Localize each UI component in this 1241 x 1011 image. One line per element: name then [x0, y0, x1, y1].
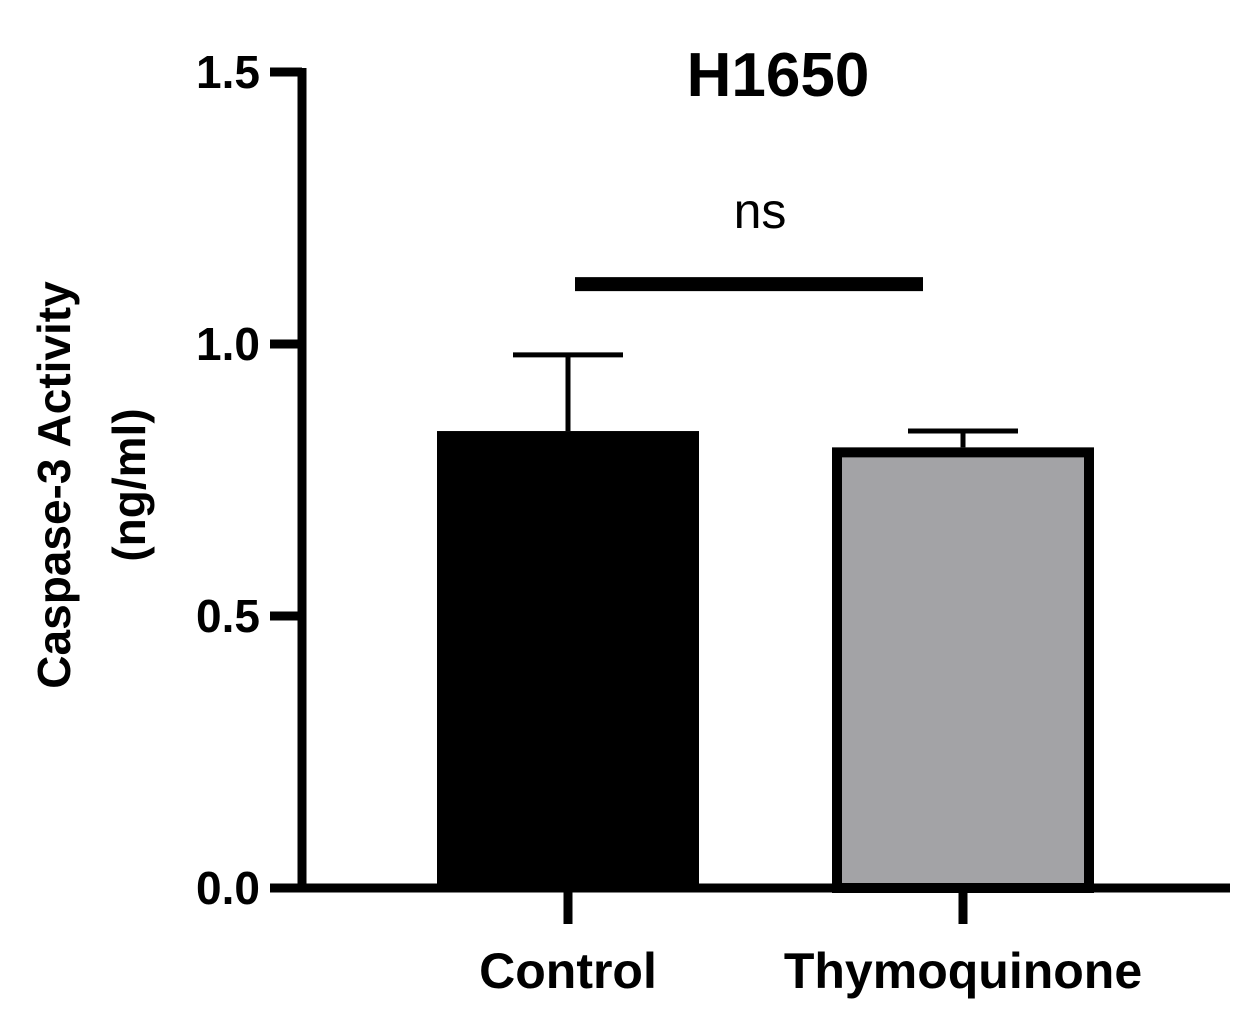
- y-tick-label: 1.5: [196, 46, 260, 98]
- axes-group: 0.0 0.5 1.0 1.5 Control Thymoquinone: [196, 46, 1230, 999]
- y-axis-label-line1: Caspase-3 Activity: [28, 281, 80, 689]
- y-tick-label: 1.0: [196, 318, 260, 370]
- bar-control: [437, 431, 699, 888]
- significance-annotation: ns: [575, 183, 923, 292]
- bar-thymoquinone: [832, 447, 1094, 893]
- significance-label: ns: [734, 183, 787, 239]
- x-tick-label-control: Control: [479, 943, 657, 999]
- y-tick-label: 0.0: [196, 862, 260, 914]
- error-bar-thymoquinone: [908, 428, 1018, 448]
- chart-title: H1650: [687, 41, 870, 110]
- x-tick-label-thymoquinone: Thymoquinone: [784, 943, 1142, 999]
- y-tick-label: 0.5: [196, 590, 260, 642]
- error-bars-group: [513, 352, 1018, 448]
- bars-group: [437, 431, 1094, 893]
- error-bar-control: [513, 352, 623, 432]
- y-axis-label-line2: (ng/ml): [103, 408, 155, 561]
